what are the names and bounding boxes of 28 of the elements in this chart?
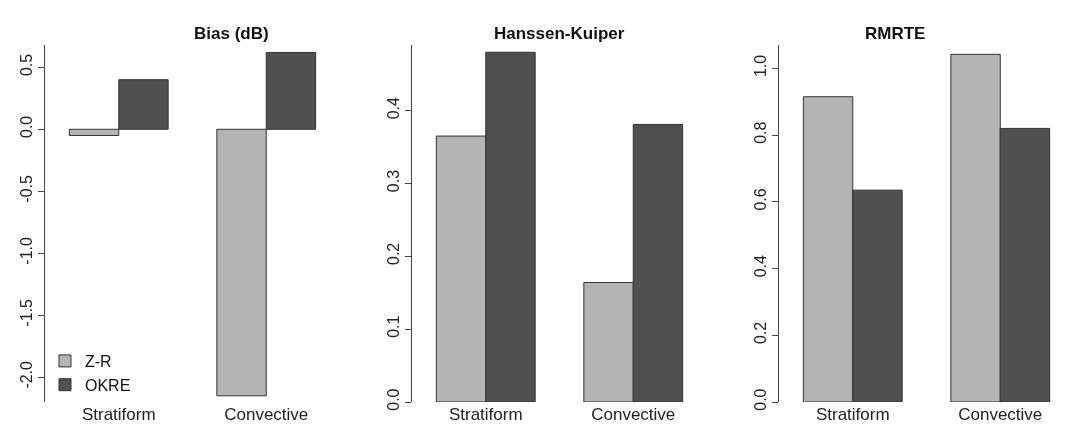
x-tick-label: Convective bbox=[224, 405, 309, 424]
y-tick-label: -1.0 bbox=[17, 236, 35, 265]
y-tick-label: 0.3 bbox=[384, 169, 402, 193]
chart-title: Bias (dB) bbox=[194, 24, 269, 43]
y-tick-label: 0.1 bbox=[384, 315, 402, 338]
chart-title: Hanssen-Kuiper bbox=[494, 24, 625, 43]
y-tick-label: 0.8 bbox=[751, 121, 769, 144]
legend-label: Z-R bbox=[85, 353, 112, 371]
x-tick-label: Stratiform bbox=[815, 405, 890, 424]
y-tick-label: -1.5 bbox=[17, 298, 35, 327]
legend-label: OKRE bbox=[85, 376, 131, 394]
x-tick-label: Convective bbox=[591, 405, 676, 424]
y-tick-label: 1.0 bbox=[751, 54, 769, 78]
chart-title: RMRTE bbox=[865, 24, 926, 43]
x-tick-label: Convective bbox=[958, 405, 1043, 424]
y-tick-label: 0.4 bbox=[384, 96, 402, 120]
x-tick-label: Stratiform bbox=[81, 405, 156, 424]
y-tick-label: 0.2 bbox=[751, 321, 769, 344]
y-tick-label: 0.0 bbox=[384, 388, 402, 411]
y-tick-label: 0.0 bbox=[17, 115, 35, 139]
y-tick-label: 0.2 bbox=[384, 242, 402, 266]
x-tick-label: Stratiform bbox=[448, 405, 523, 424]
y-tick-label: 0.5 bbox=[17, 53, 35, 77]
y-tick-label: 0.4 bbox=[751, 254, 769, 278]
y-tick-label: 0.0 bbox=[751, 388, 769, 411]
y-tick-label: -0.5 bbox=[17, 174, 35, 203]
y-tick-label: 0.6 bbox=[751, 188, 769, 211]
y-tick-label: -2.0 bbox=[17, 360, 35, 389]
